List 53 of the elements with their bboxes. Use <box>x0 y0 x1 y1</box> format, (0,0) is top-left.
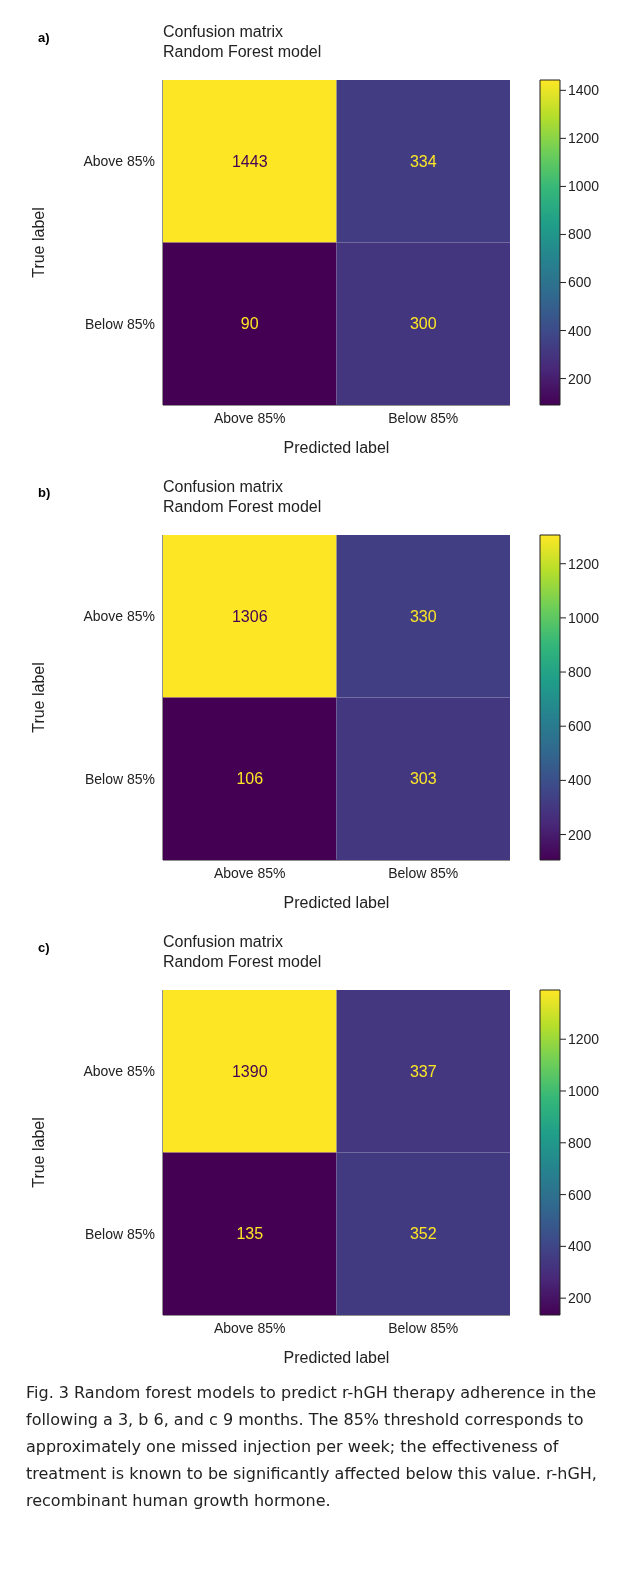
data-label: 303 <box>409 770 437 788</box>
y-axis-title: True label <box>29 207 47 278</box>
chart-title: Confusion matrix <box>163 477 285 497</box>
color-bar-label: 1000 <box>568 178 600 195</box>
color-bar-label: 800 <box>568 1134 592 1151</box>
data-label: 106 <box>236 770 264 788</box>
data-label: 1390 <box>231 1062 268 1080</box>
chart-subtitle: Random Forest model <box>163 42 322 62</box>
color-bar-label: 1400 <box>568 82 600 99</box>
y-tick-label: Below 85% <box>84 315 155 332</box>
color-bar-label: 800 <box>568 226 592 243</box>
x-axis-title: Predicted label <box>283 894 390 911</box>
data-label: 1306 <box>231 607 268 625</box>
color-bar-label: 1000 <box>568 1082 600 1099</box>
data-label: 352 <box>409 1225 437 1243</box>
x-axis-title: Predicted label <box>283 1349 390 1366</box>
color-bar-label: 200 <box>568 370 592 387</box>
color-bar-label: 1200 <box>568 1031 600 1048</box>
data-label: 330 <box>409 607 437 625</box>
y-tick-label: Below 85% <box>84 770 155 787</box>
chart-subtitle: Random Forest model <box>163 952 322 972</box>
text: b) <box>38 485 51 500</box>
text: a) <box>38 30 50 45</box>
caption: Fig. 3 Random forest models to predict r-hGH therapy adherence in the following a 3, b 6, and c 9 months. The 85% threshold corresponds to approximately one missed injection per week; the effectiveness of treatment is known to be significantly affected below this value. r-hGH, recombinant human growth hormone. <box>25 1382 598 1512</box>
y-tick-label: Above 85% <box>83 153 155 170</box>
color-bar-label: 200 <box>568 826 592 843</box>
color-bar-label: 1200 <box>568 130 600 147</box>
color-bar-label: 400 <box>568 1238 592 1255</box>
y-tick-label: Below 85% <box>84 1225 155 1242</box>
data-label: 1443 <box>231 152 268 170</box>
y-tick-label: Above 85% <box>83 608 155 625</box>
color-bar-label: 800 <box>568 664 592 681</box>
color-bar-label: 600 <box>568 274 592 291</box>
color-bar-label: 600 <box>568 1186 592 1203</box>
chart-title: Confusion matrix <box>163 22 285 42</box>
color-bar-label: 600 <box>568 718 592 735</box>
color-bar-label: 1200 <box>568 555 600 572</box>
data-label: 90 <box>240 315 259 333</box>
color-bar-label: 400 <box>568 772 592 789</box>
data-label: 300 <box>409 315 437 333</box>
chart-title: Confusion matrix <box>163 932 285 952</box>
y-tick-label: Above 85% <box>83 1063 155 1080</box>
color-bar-label: 1000 <box>568 609 600 626</box>
color-bar-label: 400 <box>568 322 592 339</box>
data-label: 337 <box>409 1062 437 1080</box>
data-label: 135 <box>236 1225 264 1243</box>
y-axis-title: True label <box>29 662 47 733</box>
y-axis-title: True label <box>29 1117 47 1188</box>
chart-subtitle: Random Forest model <box>163 497 322 517</box>
color-bar-label: 200 <box>568 1290 592 1307</box>
text: c) <box>38 940 50 955</box>
data-label: 334 <box>409 152 437 170</box>
x-axis-title: Predicted label <box>283 439 390 456</box>
